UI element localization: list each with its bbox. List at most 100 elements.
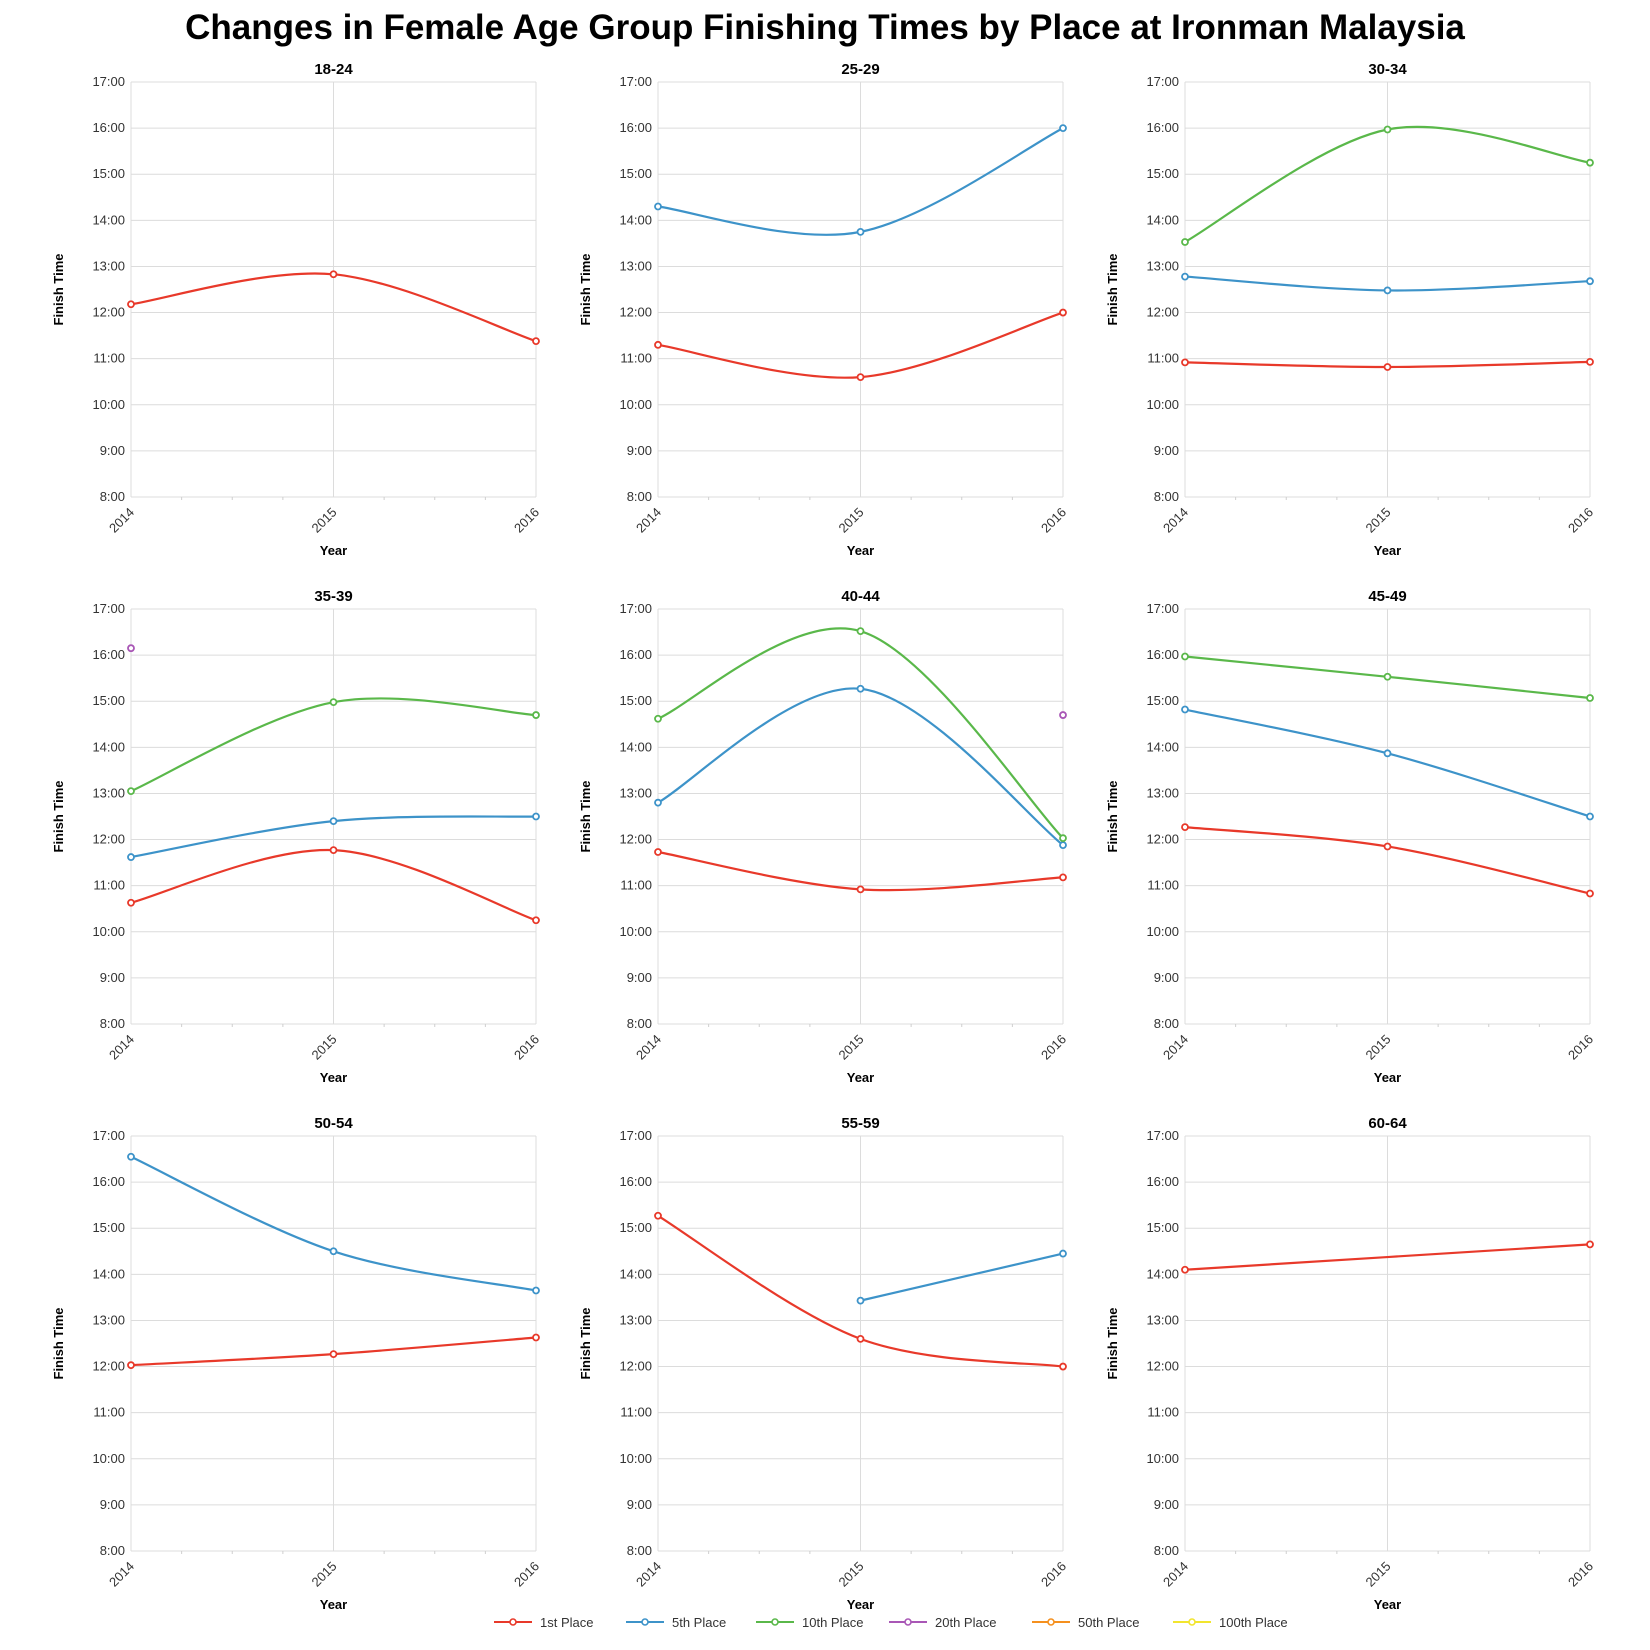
y-tick-label: 8:00 [1154,1016,1179,1031]
panel-title: 35-39 [314,588,352,605]
data-point-1st-place [127,1361,135,1370]
y-tick-label: 10:00 [619,1451,652,1466]
panel-title: 45-49 [1368,588,1406,605]
y-tick-label: 12:00 [1146,1359,1179,1374]
legend-item-5th-place: 5th Place [626,1615,726,1630]
y-tick-label: 15:00 [92,166,125,181]
y-tick-label: 17:00 [1146,1128,1179,1143]
y-tick-label: 17:00 [1146,74,1179,89]
data-point-5th-place [1383,286,1392,295]
legend-item-1st-place: 1st Place [494,1615,593,1630]
y-tick-label: 9:00 [1154,970,1179,985]
x-tick-label: 2015 [309,505,340,536]
y-tick-label: 8:00 [627,1016,652,1031]
series-line-5th-place [860,1252,1064,1302]
data-point-10th-place [1059,834,1067,843]
y-tick-label: 12:00 [92,305,125,320]
y-tick-label: 17:00 [619,74,652,89]
y-axis-label: Finish Time [51,781,66,853]
y-tick-label: 13:00 [619,258,652,273]
x-tick-label: 2016 [1038,1032,1069,1063]
panel-title: 30-34 [1368,61,1407,78]
data-point-1st-place [1059,1362,1067,1371]
y-tick-label: 9:00 [627,443,652,458]
data-point-5th-place [1059,841,1067,849]
x-axis-label: Year [320,1070,347,1085]
y-tick-label: 8:00 [100,489,125,504]
x-tick-label: 2014 [633,1032,664,1063]
y-tick-label: 14:00 [92,1266,125,1281]
y-tick-label: 15:00 [619,1220,652,1235]
data-point-1st-place [1181,358,1189,367]
x-tick-label: 2014 [1160,505,1191,536]
data-point-1st-place [329,270,338,279]
y-tick-label: 10:00 [1146,1451,1179,1466]
x-tick-label: 2015 [1363,505,1394,536]
panel-25-29: 8:00 9:00 10:00 11:00 12:00 13:00 14:00 15:00 16… [578,61,1069,558]
y-tick-label: 10:00 [92,1451,125,1466]
x-tick-label: 2014 [106,1032,137,1063]
x-tick-label: 2015 [836,505,867,536]
x-tick-label: 2015 [836,1032,867,1063]
data-point-1st-place [1586,1240,1594,1249]
y-tick-label: 13:00 [619,785,652,800]
x-tick-label: 2014 [633,1559,664,1590]
y-tick-label: 11:00 [620,1405,652,1420]
data-point-1st-place [532,337,540,346]
y-tick-label: 15:00 [619,693,652,708]
y-tick-label: 16:00 [619,1174,652,1189]
y-tick-label: 10:00 [1146,397,1179,412]
y-tick-label: 12:00 [619,832,652,847]
panel-18-24: 8:00 9:00 10:00 11:00 12:00 13:00 14:00 15:00 16… [51,61,542,558]
data-point-20th-place [1059,711,1067,719]
panel-title: 55-59 [841,1115,879,1132]
data-point-10th-place [329,698,338,707]
data-point-10th-place [1586,158,1594,167]
y-tick-label: 11:00 [1147,351,1179,366]
x-tick-label: 2016 [1565,505,1596,536]
y-tick-label: 12:00 [92,1359,125,1374]
x-tick-label: 2014 [106,505,137,536]
panel-35-39: 8:00 9:00 10:00 11:00 12:00 13:00 14:00 15:00 16… [51,588,542,1085]
y-axis-label: Finish Time [51,1308,66,1380]
y-tick-label: 11:00 [620,351,652,366]
panel-30-34: 8:00 9:00 10:00 11:00 12:00 13:00 14:00 15:00 16… [1105,61,1596,558]
y-tick-label: 9:00 [627,970,652,985]
y-tick-label: 12:00 [1146,832,1179,847]
data-point-10th-place [127,787,135,796]
y-tick-label: 9:00 [627,1497,652,1512]
data-point-1st-place [532,1333,540,1342]
y-tick-label: 10:00 [92,924,125,939]
legend-swatch-marker [771,1618,779,1626]
data-point-10th-place [856,627,865,636]
y-tick-label: 9:00 [100,970,125,985]
y-tick-label: 13:00 [92,785,125,800]
y-tick-label: 8:00 [100,1543,125,1558]
data-point-1st-place [1181,1265,1189,1274]
x-tick-label: 2016 [1038,505,1069,536]
panel-title: 18-24 [314,61,353,78]
y-tick-label: 15:00 [1146,1220,1179,1235]
y-tick-label: 14:00 [619,1266,652,1281]
y-axis-label: Finish Time [578,254,593,326]
panel-title: 50-54 [314,1115,353,1132]
chart-title: Changes in Female Age Group Finishing Ti… [185,8,1465,47]
data-point-5th-place [856,684,865,693]
legend: 1st Place 5th Place 10th Place 20th Place 50… [494,1615,1288,1630]
data-point-1st-place [654,340,662,349]
y-axis-label: Finish Time [1105,1308,1120,1380]
data-point-1st-place [532,916,540,925]
y-axis-label: Finish Time [51,254,66,326]
y-tick-label: 13:00 [1146,258,1179,273]
y-tick-label: 8:00 [100,1016,125,1031]
y-tick-label: 11:00 [1147,878,1179,893]
y-tick-label: 15:00 [619,166,652,181]
data-point-1st-place [654,1211,662,1220]
data-point-1st-place [856,885,865,894]
y-tick-label: 12:00 [92,832,125,847]
x-tick-label: 2015 [836,1559,867,1590]
data-point-5th-place [856,227,865,236]
legend-label: 20th Place [935,1615,996,1630]
data-point-1st-place [127,898,135,907]
